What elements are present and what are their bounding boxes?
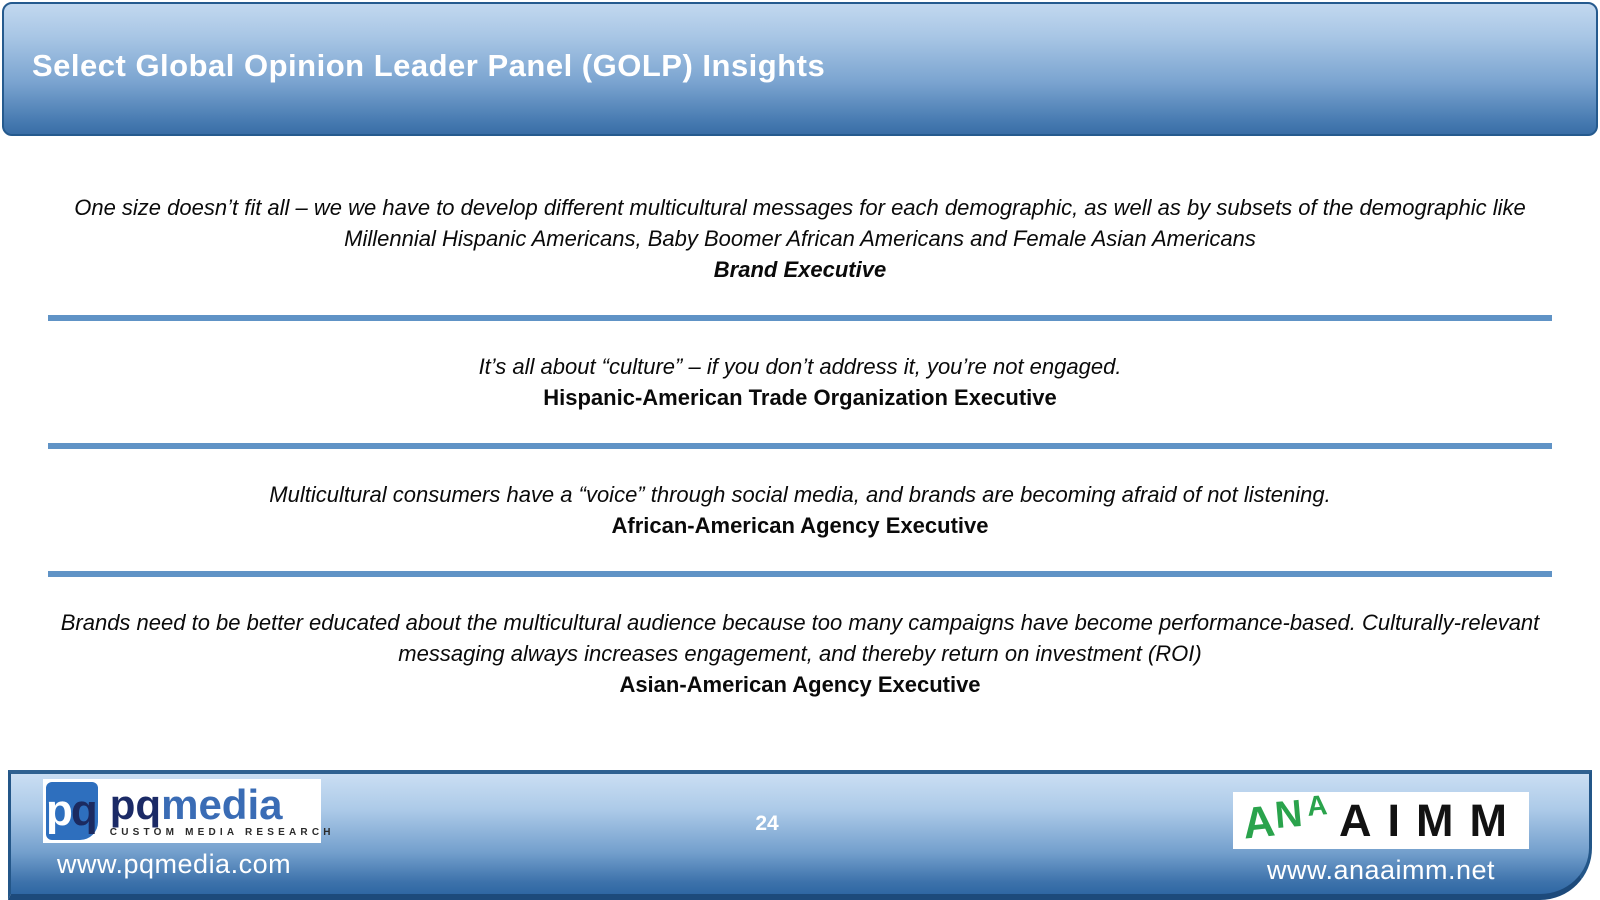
quote-attribution: Brand Executive: [713, 257, 887, 282]
pq-mark-p: p: [46, 786, 73, 835]
divider-line: [48, 571, 1552, 577]
ana-letter: N: [1273, 792, 1305, 838]
quote-attribution: Asian-American Agency Executive: [619, 672, 981, 697]
page-title: Select Global Opinion Leader Panel (GOLP…: [32, 48, 826, 83]
divider-line: [48, 443, 1552, 449]
aimm-logo: A N A AIMM: [1233, 789, 1529, 849]
quote-block-4: Brands need to be better educated about …: [0, 607, 1600, 700]
ana-logo-icon: A N A: [1239, 789, 1337, 849]
pq-mark-q: q: [70, 786, 98, 835]
pqmedia-tagline: CUSTOM MEDIA RESEARCH: [109, 826, 335, 838]
anaaimm-url-link[interactable]: www.anaaimm.net: [1266, 855, 1496, 885]
ana-letter: A: [1240, 796, 1278, 849]
pqmedia-name-media: media: [161, 780, 283, 828]
quotes-section: One size doesn’t fit all – we we have to…: [0, 140, 1600, 770]
quote-text: It’s all about “culture” – if you don’t …: [478, 354, 1122, 379]
ana-letter: A: [1305, 789, 1329, 822]
divider-line: [48, 315, 1552, 321]
pqmedia-name-pq: pq: [109, 780, 162, 828]
quote-block-3: Multicultural consumers have a “voice” t…: [0, 479, 1600, 541]
quote-attribution: African-American Agency Executive: [611, 513, 989, 538]
pqmedia-name: pqmedia: [110, 783, 335, 825]
quote-text: One size doesn’t fit all – we we have to…: [74, 195, 1526, 251]
quote-block-2: It’s all about “culture” – if you don’t …: [0, 351, 1600, 413]
quote-text: Brands need to be better educated about …: [60, 610, 1540, 666]
page-number: 24: [755, 812, 779, 835]
quote-attribution: Hispanic-American Trade Organization Exe…: [543, 385, 1057, 410]
aimm-logo-group: A N A AIMM www.anaaimm.net: [1233, 789, 1529, 886]
quote-block-1: One size doesn’t fit all – we we have to…: [0, 192, 1600, 285]
quote-text: Multicultural consumers have a “voice” t…: [269, 482, 1331, 507]
aimm-wordmark: AIMM: [1339, 795, 1523, 846]
pqmedia-url-link[interactable]: www.pqmedia.com: [57, 849, 292, 879]
pqmedia-wordmark: pqmedia CUSTOM MEDIA RESEARCH: [109, 783, 335, 838]
slide-header: Select Global Opinion Leader Panel (GOLP…: [2, 2, 1598, 136]
